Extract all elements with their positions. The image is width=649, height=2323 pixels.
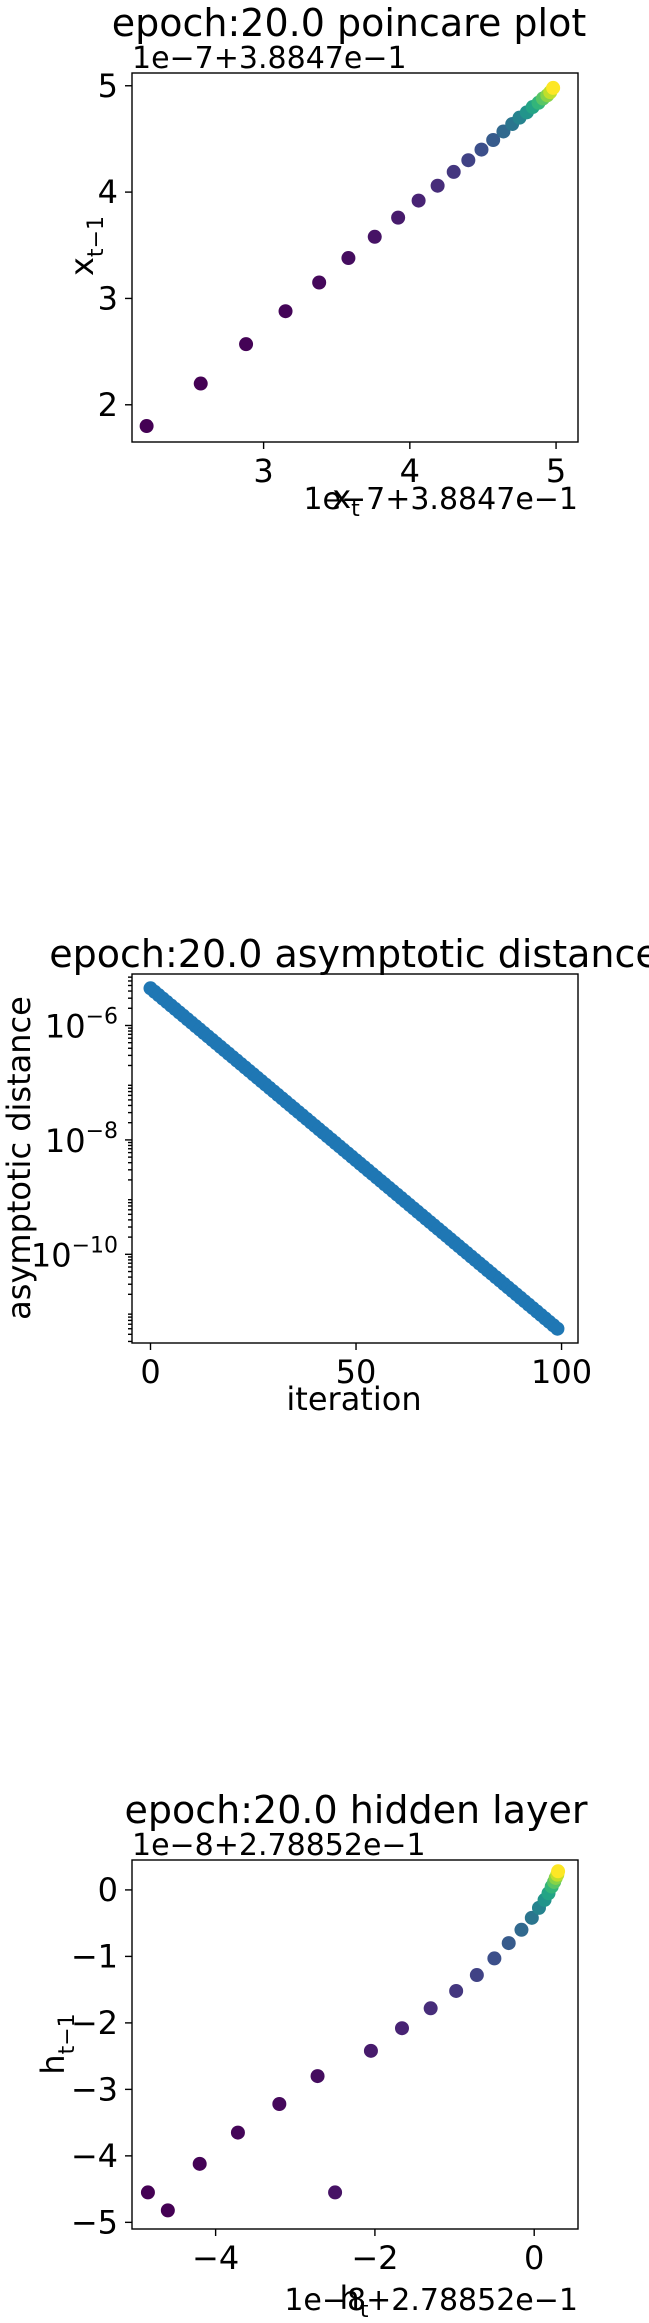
hidden-ytick-label: −1 bbox=[71, 1937, 118, 1975]
asymptotic-chart: epoch:20.0 asymptotic distance 0 50 100 10−… bbox=[0, 932, 649, 1418]
hidden-point bbox=[423, 2001, 438, 2016]
hidden-point bbox=[310, 2069, 325, 2084]
poincare-point bbox=[411, 193, 426, 208]
hidden-point bbox=[514, 1922, 529, 1937]
asymptotic-xlabel: iteration bbox=[286, 1380, 421, 1418]
asymptotic-ylabel: asymptotic distance bbox=[0, 996, 38, 1320]
poincare-point bbox=[139, 419, 154, 434]
asymptotic-points bbox=[143, 981, 565, 1336]
hidden-point bbox=[469, 1968, 484, 1983]
poincare-ytick-label: 3 bbox=[98, 279, 118, 317]
poincare-point bbox=[278, 304, 293, 319]
hidden-point bbox=[140, 2185, 155, 2200]
hidden-point bbox=[449, 1983, 464, 1998]
hidden-point bbox=[230, 2125, 245, 2140]
hidden-plot-area bbox=[131, 1859, 579, 2230]
hidden-chart: epoch:20.0 hidden layer 1e−8+2.78852e−1 … bbox=[34, 1788, 588, 2323]
hidden-ytick-label: −3 bbox=[71, 2070, 118, 2108]
poincare-point bbox=[430, 178, 445, 193]
poincare-ylabel-sub: t−1 bbox=[84, 216, 109, 257]
hidden-point bbox=[551, 1864, 566, 1879]
poincare-point bbox=[391, 210, 406, 225]
poincare-points bbox=[139, 80, 561, 434]
hidden-point bbox=[394, 2021, 409, 2036]
poincare-xtick-label: 5 bbox=[546, 452, 566, 490]
asymptotic-ytick-label: 10−10 bbox=[31, 1233, 118, 1274]
poincare-xlabel-sub: t bbox=[351, 497, 360, 522]
poincare-point bbox=[367, 229, 382, 244]
hidden-ylabel: ht−1 bbox=[34, 2013, 80, 2074]
poincare-point bbox=[312, 275, 327, 290]
hidden-point bbox=[487, 1951, 502, 1966]
asymptotic-ticks: 0 50 100 10−6 10−8 10−10 bbox=[31, 976, 592, 1391]
asymptotic-point bbox=[550, 1321, 565, 1336]
hidden-point bbox=[328, 2185, 343, 2200]
poincare-point bbox=[446, 164, 461, 179]
hidden-xtick-label: 0 bbox=[524, 2239, 544, 2277]
poincare-ytick-label: 4 bbox=[98, 173, 118, 211]
hidden-point bbox=[501, 1936, 516, 1951]
hidden-ytick-label: −5 bbox=[71, 2203, 118, 2241]
asymptotic-ytick-label: 10−8 bbox=[45, 1119, 118, 1160]
hidden-point bbox=[192, 2156, 207, 2171]
hidden-points bbox=[140, 1864, 566, 2218]
poincare-plot-area bbox=[131, 72, 579, 443]
poincare-point bbox=[486, 132, 501, 147]
poincare-point bbox=[546, 80, 561, 95]
hidden-xlabel-sub: t bbox=[360, 2298, 369, 2323]
poincare-ytick-label: 2 bbox=[98, 386, 118, 424]
hidden-ytick-label: 0 bbox=[98, 1871, 118, 1909]
poincare-xtick-label: 4 bbox=[400, 452, 420, 490]
hidden-xtick-label: −4 bbox=[192, 2239, 239, 2277]
asymptotic-xtick-label: 50 bbox=[336, 1353, 377, 1391]
poincare-chart: epoch:20.0 poincare plot 1e−7+3.8847e−1 … bbox=[63, 1, 586, 522]
hidden-point bbox=[160, 2203, 175, 2218]
asymptotic-ytick-label: 10−6 bbox=[45, 1004, 118, 1045]
asymptotic-title: epoch:20.0 asymptotic distance bbox=[49, 932, 649, 976]
poincare-x-offset: 1e−7+3.8847e−1 bbox=[303, 482, 578, 517]
hidden-ytick-label: −4 bbox=[71, 2137, 118, 2175]
poincare-ticks: 3 4 5 2 3 4 5 bbox=[98, 67, 567, 490]
asymptotic-xtick-label: 0 bbox=[140, 1353, 160, 1391]
hidden-ytick-label: −2 bbox=[71, 2004, 118, 2042]
poincare-point bbox=[193, 376, 208, 391]
poincare-point bbox=[461, 153, 476, 168]
hidden-y-offset: 1e−8+2.78852e−1 bbox=[132, 1828, 426, 1863]
hidden-ticks: −4 −2 0 0 −1 −2 −3 −4 −5 bbox=[71, 1871, 545, 2277]
poincare-point bbox=[239, 337, 254, 352]
hidden-title: epoch:20.0 hidden layer bbox=[125, 1788, 588, 1832]
poincare-xtick-label: 3 bbox=[253, 452, 273, 490]
hidden-x-offset: 1e−8+2.78852e−1 bbox=[284, 2283, 578, 2318]
hidden-point bbox=[272, 2097, 287, 2112]
poincare-point bbox=[341, 251, 356, 266]
hidden-point bbox=[524, 1910, 539, 1925]
hidden-ylabel-sub: t−1 bbox=[55, 2013, 80, 2054]
asymptotic-xtick-label: 100 bbox=[531, 1353, 592, 1391]
hidden-xtick-label: −2 bbox=[351, 2239, 398, 2277]
poincare-ylabel: xt−1 bbox=[63, 216, 109, 276]
poincare-point bbox=[474, 142, 489, 157]
poincare-title: epoch:20.0 poincare plot bbox=[112, 1, 586, 45]
hidden-point bbox=[363, 2043, 378, 2058]
poincare-y-offset: 1e−7+3.8847e−1 bbox=[132, 41, 407, 76]
poincare-ytick-label: 5 bbox=[98, 67, 118, 105]
asymptotic-plot-area bbox=[131, 973, 579, 1344]
